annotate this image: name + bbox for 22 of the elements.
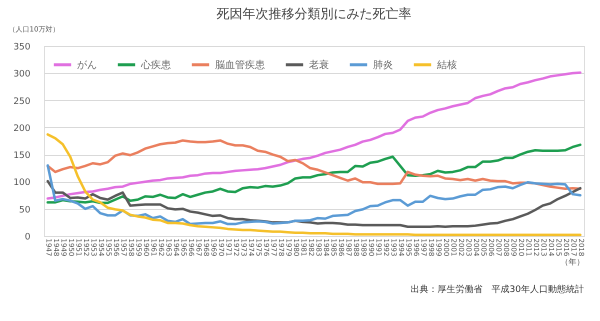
- line-series: [46, 139, 582, 190]
- y-tick-label: 150: [13, 151, 31, 162]
- line-series: [46, 164, 582, 226]
- legend-label: 脳血管疾患: [215, 58, 265, 71]
- legend-label: がん: [77, 60, 97, 71]
- legend-label: 肺炎: [373, 58, 393, 71]
- y-tick-label: 250: [13, 96, 31, 107]
- y-tick-label: 350: [13, 42, 31, 52]
- legend-label: 心疾患: [140, 58, 171, 71]
- y-tick-label: 0: [24, 232, 31, 242]
- chart-title: 死因年次推移分類別にみた死亡率: [216, 6, 412, 22]
- y-tick-label: 200: [13, 124, 31, 134]
- legend-label: 結核: [436, 58, 457, 71]
- y-tick-label: 300: [13, 70, 31, 80]
- x-axis-title: （年）: [560, 257, 584, 266]
- legend-label: 老衰: [309, 58, 329, 71]
- y-tick-label: 100: [13, 178, 31, 188]
- line-series: [46, 71, 582, 200]
- y-tick-label: 50: [19, 205, 31, 216]
- source-note: 出典：厚生労働省 平成30年人口動態統計: [410, 284, 584, 295]
- line-series: [46, 133, 582, 236]
- line-series: [46, 144, 582, 204]
